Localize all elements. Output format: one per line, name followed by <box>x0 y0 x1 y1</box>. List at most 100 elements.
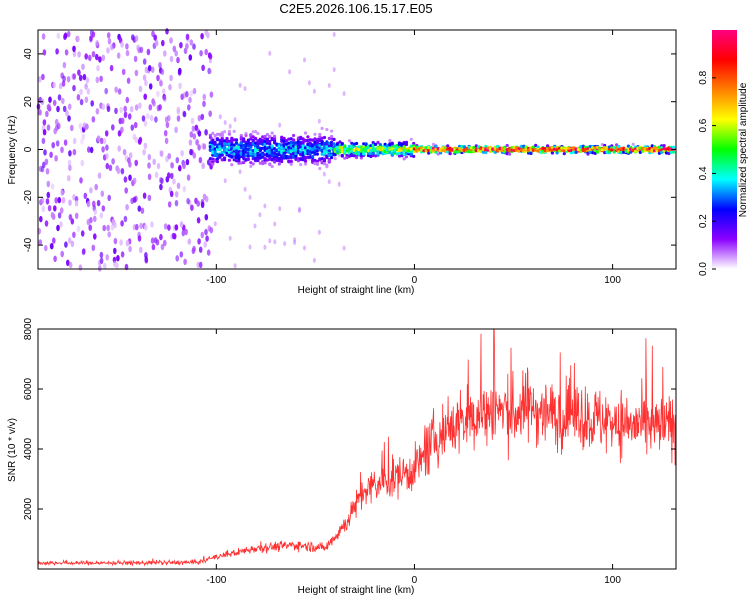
spectrogram-cell <box>59 207 64 214</box>
spectrogram-cell <box>239 161 243 165</box>
spectrogram-cell <box>325 154 329 159</box>
spectrogram-cell <box>467 145 471 149</box>
spectrogram-cell <box>227 154 231 158</box>
spectrogram-cell <box>54 155 58 162</box>
spectrogram-cell <box>292 141 296 145</box>
spectrogram-cell <box>57 122 61 130</box>
spectrogram-cell <box>40 165 45 173</box>
spectrogram-cell <box>218 114 222 120</box>
spectrogram-cell <box>230 151 234 155</box>
spectrogram-cell <box>366 145 371 149</box>
spectrogram-cell <box>60 146 64 153</box>
spectrogram-cell <box>251 135 255 139</box>
spectrogram-cell <box>215 143 220 147</box>
spectrogram-cell <box>415 145 419 149</box>
spectrogram-cell <box>332 137 336 142</box>
spectrogram-cell <box>91 116 96 123</box>
spectrogram-cell <box>202 143 207 150</box>
spectrogram-cell <box>46 104 51 111</box>
spectrogram-cell <box>66 76 71 83</box>
spectrogram-cell <box>493 146 497 150</box>
spectrogram-cell <box>289 153 293 157</box>
spectrogram-cell <box>223 130 227 134</box>
spectrogram-cell <box>313 146 317 150</box>
spectrogram-cell <box>282 153 286 157</box>
spectrogram-cell <box>200 33 204 40</box>
spectrogram-cell <box>340 153 344 158</box>
spectrogram-cell <box>404 151 409 155</box>
spectrogram-cell <box>325 163 329 167</box>
spectrogram-cell <box>352 142 356 146</box>
spectrogram-cell <box>122 149 127 156</box>
spectrogram-cell <box>352 148 356 152</box>
spectrogram-cell <box>366 149 371 153</box>
spectrogram-cell <box>270 153 274 158</box>
spectrogram-cell <box>273 134 277 138</box>
spectrogram-cell <box>95 108 100 115</box>
spectrogram-cell <box>246 154 250 158</box>
spectrogram-cell <box>588 147 593 151</box>
spectrogram-cell <box>503 150 507 154</box>
spectrogram-cell <box>117 88 122 95</box>
spectrogram-cell <box>200 201 205 208</box>
spectrogram-cell <box>287 137 291 141</box>
spectrogram-cell <box>154 39 159 47</box>
spectrogram-cell <box>79 177 83 184</box>
spectrogram-cell <box>63 32 68 39</box>
spectrogram-cell <box>137 235 142 242</box>
spectrogram-cell <box>350 144 354 148</box>
spectrogram-cell <box>215 157 220 161</box>
spectrogram-cell <box>88 224 92 231</box>
spectrogram-cell <box>158 61 162 69</box>
spectrogram-cell <box>330 156 334 160</box>
spectrogram-cell <box>53 255 57 262</box>
spectrogram-cell <box>555 146 559 150</box>
spectrogram-cell <box>63 139 68 146</box>
spectrogram-cell <box>50 212 55 219</box>
spectrogram-cell <box>125 43 129 50</box>
spectrogram-cell <box>617 149 621 153</box>
spectrogram-cell <box>289 137 293 141</box>
spectrogram-cell <box>223 145 227 149</box>
spectrogram-cell <box>364 142 368 146</box>
spectrogram-cell <box>424 149 428 153</box>
spectrogram-cell <box>93 215 97 222</box>
spectrogram-cell <box>196 217 201 224</box>
spectrogram-cell <box>298 206 301 212</box>
spectrogram-y-tick-label: 40 <box>23 48 34 60</box>
spectrogram-cell <box>134 104 139 111</box>
spectrogram-cell <box>280 157 284 161</box>
spectrogram-cell <box>303 151 308 156</box>
spectrogram-cell <box>185 91 189 98</box>
spectrogram-cell <box>172 233 177 240</box>
spectrogram-cell <box>303 162 308 166</box>
snr-x-tick-label: -100 <box>206 575 226 586</box>
spectrogram-cell <box>133 121 138 129</box>
spectrogram-cell <box>113 222 117 229</box>
spectrogram-cell <box>641 146 645 150</box>
spectrogram-cell <box>77 51 81 58</box>
spectrogram-cell <box>249 164 253 168</box>
spectrogram-cell <box>172 178 176 185</box>
spectrogram-cell <box>333 157 337 161</box>
spectrogram-cell <box>234 159 239 163</box>
spectrogram-cell <box>191 125 196 132</box>
colorbar-scale <box>712 30 737 269</box>
spectrogram-cell <box>208 69 212 74</box>
spectrogram-cell <box>106 224 110 232</box>
spectrogram-cell <box>622 147 626 152</box>
spectrogram-cell <box>420 148 424 152</box>
spectrogram-cell <box>256 145 260 149</box>
spectrogram-cell <box>113 247 117 255</box>
snr-x-label: Height of straight line (km) <box>298 585 415 596</box>
spectrogram-cell <box>249 152 253 156</box>
spectrogram-cell <box>174 50 178 57</box>
spectrogram-cell <box>68 150 72 157</box>
spectrogram-cell <box>86 200 91 208</box>
spectrogram-cell <box>263 145 267 149</box>
spectrogram-cell <box>51 142 55 149</box>
colorbar-tick-label: 0.0 <box>698 262 709 276</box>
spectrogram-cell <box>330 134 334 139</box>
spectrogram-cell <box>197 144 201 151</box>
